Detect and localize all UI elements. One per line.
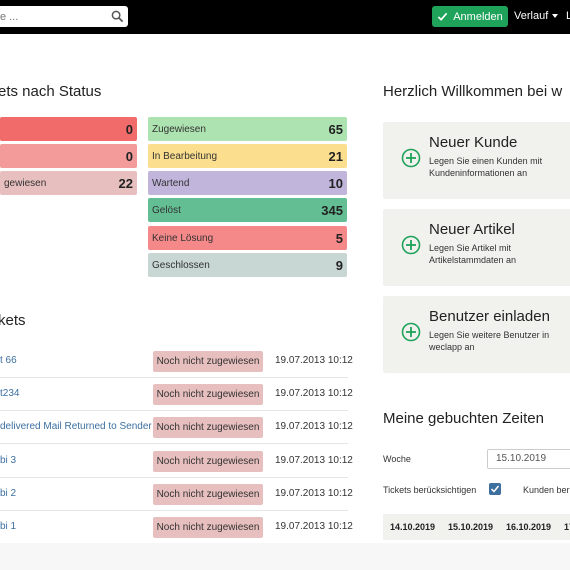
new-article-card[interactable]: Neuer Artikel Legen Sie Artikel mit Artik…	[383, 209, 570, 286]
status-tile[interactable]: 0	[0, 117, 137, 141]
ticket-row[interactable]: t234 Noch nicht zugewiesen 19.07.2013 10:1…	[0, 378, 353, 411]
card-title: Neuer Artikel	[429, 221, 515, 238]
day-column-header: 17	[564, 522, 570, 532]
week-days-header: 14.10.2019 15.10.2019 16.10.2019 17	[383, 514, 570, 540]
status-tile-count: 22	[118, 175, 133, 191]
search-box[interactable]	[0, 6, 128, 27]
status-tile-label: Geschlossen	[152, 259, 210, 271]
ticket-status-badge: Noch nicht zugewiesen	[153, 417, 263, 438]
status-tile[interactable]: 0	[0, 144, 137, 168]
ticket-row[interactable]: t 66 Noch nicht zugewiesen 19.07.2013 10:1…	[0, 345, 353, 378]
verlauf-dropdown[interactable]: Verlauf	[514, 10, 559, 22]
status-tile-count: 0	[125, 121, 133, 137]
status-tile-label: gewiesen	[4, 177, 47, 189]
status-tile[interactable]: Wartend 10	[148, 171, 347, 195]
plus-circle-icon	[401, 235, 421, 255]
ticket-date: 19.07.2013 10:12	[275, 421, 353, 432]
status-tile-count: 5	[335, 230, 343, 246]
ticket-date: 19.07.2013 10:12	[275, 355, 353, 366]
ticket-name-link[interactable]: delivered Mail Returned to Sender	[0, 421, 152, 432]
ticket-date: 19.07.2013 10:12	[275, 455, 353, 466]
verlauf-label: Verlauf	[514, 10, 549, 22]
card-description: Legen Sie Artikel mit Artikelstammdaten …	[429, 243, 517, 265]
day-column-header: 15.10.2019	[448, 522, 494, 532]
status-section-title: ets nach Status	[0, 83, 102, 100]
ticket-row[interactable]: delivered Mail Returned to Sender Noch ni…	[0, 411, 353, 444]
ticket-name-link[interactable]: t 66	[0, 355, 17, 366]
day-column-header: 16.10.2019	[506, 522, 552, 532]
card-title: Benutzer einladen	[429, 308, 550, 325]
status-tile[interactable]: Gelöst 345	[148, 198, 347, 222]
status-tile-count: 10	[328, 175, 343, 191]
welcome-title: Herzlich Willkommen bei w	[383, 83, 563, 100]
week-label: Woche	[383, 454, 411, 464]
time-booking-title: Meine gebuchten Zeiten	[383, 410, 544, 427]
card-description: Legen Sie einen Kunden mit Kundeninforma…	[429, 156, 543, 178]
plus-circle-icon	[401, 148, 421, 168]
status-tile-label: Gelöst	[152, 204, 181, 216]
week-date-input[interactable]: 15.10.2019	[487, 449, 570, 469]
ticket-status-badge: Noch nicht zugewiesen	[153, 351, 263, 372]
search-input[interactable]	[0, 6, 106, 27]
card-title: Neuer Kunde	[429, 134, 518, 151]
status-tile-count: 65	[328, 121, 343, 137]
customer-consider-label: Kunden ber	[523, 485, 570, 495]
login-button[interactable]: Anmelden	[432, 6, 508, 27]
ticket-status-badge: Noch nicht zugewiesen	[153, 484, 263, 505]
status-tile-count: 0	[125, 148, 133, 164]
status-tile-count: 9	[335, 257, 343, 273]
day-column-header: 14.10.2019	[390, 522, 436, 532]
ticket-date: 19.07.2013 10:12	[275, 488, 353, 499]
new-customer-card[interactable]: Neuer Kunde Legen Sie einen Kunden mit Ku…	[383, 122, 570, 199]
ticket-status-badge: Noch nicht zugewiesen	[153, 517, 263, 538]
status-tile-label: In Bearbeitung	[152, 150, 218, 162]
status-tile-label: Wartend	[152, 177, 190, 189]
ticket-row[interactable]: bi 3 Noch nicht zugewiesen 19.07.2013 10:1…	[0, 445, 353, 478]
status-tile-count: 345	[321, 202, 343, 218]
ticket-date: 19.07.2013 10:12	[275, 521, 353, 532]
invite-user-card[interactable]: Benutzer einladen Legen Sie weitere Benut…	[383, 296, 570, 373]
page-footer	[0, 543, 570, 570]
ticket-name-link[interactable]: bi 2	[0, 488, 17, 499]
status-tile[interactable]: gewiesen 22	[0, 171, 137, 195]
ticket-name-link[interactable]: bi 3	[0, 455, 17, 466]
tickets-consider-checkbox[interactable]	[489, 483, 501, 495]
plus-circle-icon	[401, 322, 421, 342]
login-button-label: Anmelden	[453, 10, 503, 23]
card-description: Legen Sie weitere Benutzer in weclapp an	[429, 330, 550, 352]
ticket-row[interactable]: bi 2 Noch nicht zugewiesen 19.07.2013 10:1…	[0, 478, 353, 511]
status-tile[interactable]: Zugewiesen 65	[148, 117, 347, 141]
status-tile-label: Zugewiesen	[152, 123, 206, 135]
status-tile-count: 21	[328, 148, 343, 164]
ticket-row[interactable]: bi 1 Noch nicht zugewiesen 19.07.2013 10:1…	[0, 511, 353, 544]
chevron-down-icon	[552, 14, 559, 18]
check-icon	[438, 12, 448, 21]
status-tile[interactable]: Keine Lösung 5	[148, 226, 347, 250]
tickets-section-title: kets	[0, 312, 26, 329]
status-tile[interactable]: Geschlossen 9	[148, 253, 347, 277]
ticket-date: 19.07.2013 10:12	[275, 388, 353, 399]
status-tile-label: Keine Lösung	[152, 232, 214, 244]
top-navigation-bar: Anmelden Verlauf L	[0, 0, 570, 34]
ticket-name-link[interactable]: t234	[0, 388, 20, 399]
tickets-consider-label: Tickets berücksichtigen	[383, 485, 477, 495]
status-tile[interactable]: In Bearbeitung 21	[148, 144, 347, 168]
ticket-name-link[interactable]: bi 1	[0, 521, 17, 532]
ticket-status-badge: Noch nicht zugewiesen	[153, 384, 263, 405]
nav-item-truncated[interactable]: L	[566, 10, 570, 22]
ticket-status-badge: Noch nicht zugewiesen	[153, 451, 263, 472]
search-icon[interactable]	[111, 10, 124, 23]
checkmark-icon	[490, 485, 500, 493]
